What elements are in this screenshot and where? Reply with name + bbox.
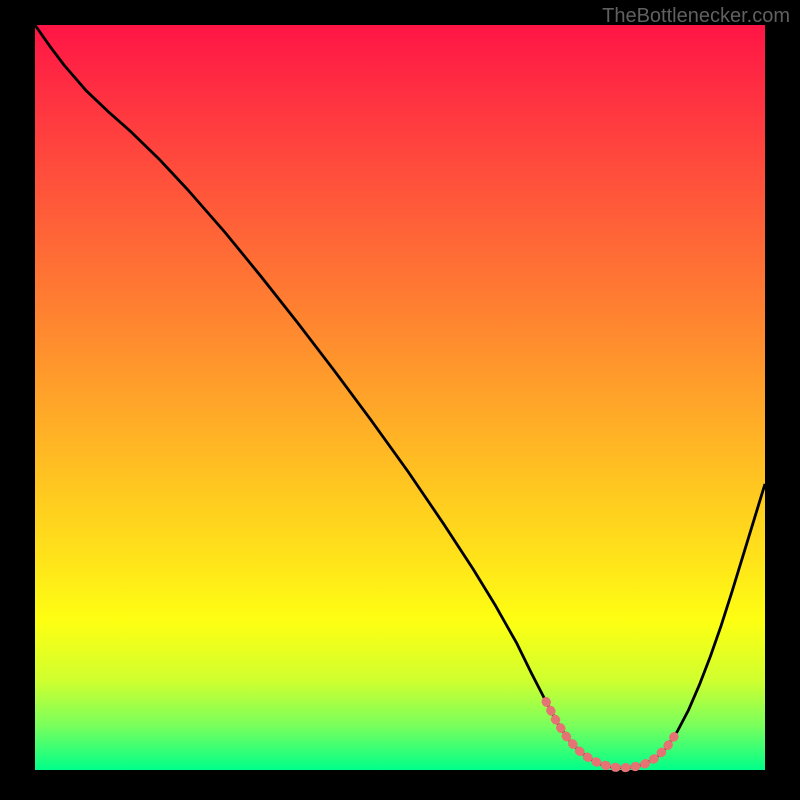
plot-background bbox=[35, 25, 765, 770]
chart-canvas: TheBottlenecker.com bbox=[0, 0, 800, 800]
chart-svg bbox=[0, 0, 800, 800]
